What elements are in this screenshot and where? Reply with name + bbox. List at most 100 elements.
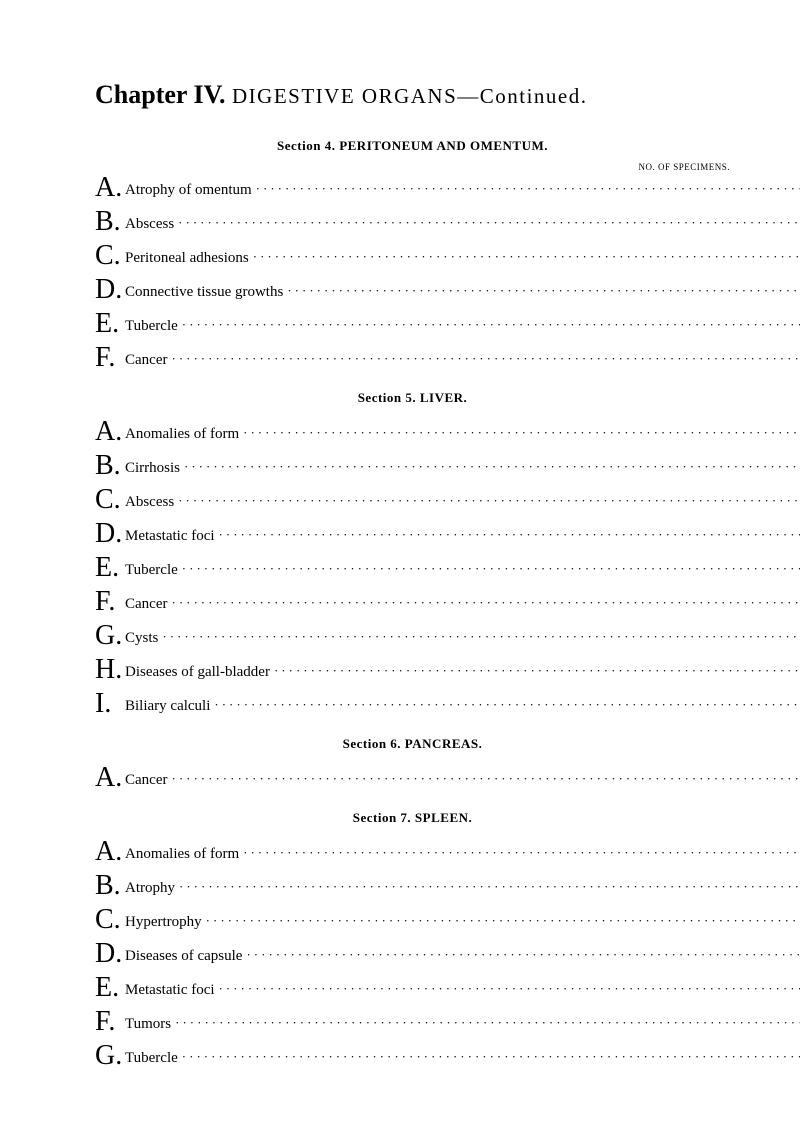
entry-text: Diseases of capsule: [125, 948, 242, 965]
entry-body: Atrophy of omentum······················…: [125, 182, 800, 199]
entry-body: Hypertrophy·····························…: [125, 914, 800, 931]
entry-letter: D.: [95, 940, 125, 968]
entry-body: Connective tissue growths···············…: [125, 284, 800, 301]
leader-dots: ········································…: [215, 527, 800, 543]
section-heading: Section 7. SPLEEN.: [95, 810, 730, 826]
entry-text: Cancer: [125, 352, 167, 369]
entry-row: F.Cancer································…: [95, 344, 730, 372]
entry-text: Cancer: [125, 596, 167, 613]
entry-text: Cysts: [125, 630, 158, 647]
entry-text: Tubercle: [125, 562, 178, 579]
entry-row: I.Biliary calculi·······················…: [95, 690, 730, 718]
entry-text: Abscess: [125, 216, 174, 233]
leader-dots: ········································…: [175, 879, 800, 895]
entry-row: F.Tumors································…: [95, 1008, 730, 1036]
chapter-subtitle: DIGESTIVE ORGANS—Continued.: [232, 84, 588, 108]
entry-letter: C.: [95, 242, 125, 270]
entry-text: Atrophy of omentum: [125, 182, 252, 199]
entry-body: Atrophy·································…: [125, 880, 800, 897]
leader-dots: ········································…: [249, 249, 800, 265]
section-heading: Section 6. PANCREAS.: [95, 736, 730, 752]
entry-row: E.Tubercle······························…: [95, 310, 730, 338]
entry-row: B.Atrophy·······························…: [95, 872, 730, 900]
entry-row: D.Metastatic foci·······················…: [95, 520, 730, 548]
entry-row: A.Anomalies of form·····················…: [95, 418, 730, 446]
entry-letter: A.: [95, 174, 125, 202]
entry-row: B.Abscess·······························…: [95, 208, 730, 236]
entry-row: A.Cancer································…: [95, 764, 730, 792]
entry-body: Anomalies of form·······················…: [125, 426, 800, 443]
entry-body: Abscess·································…: [125, 494, 800, 511]
entry-row: G.Tubercle······························…: [95, 1042, 730, 1070]
entry-body: Anomalies of form·······················…: [125, 846, 800, 863]
leader-dots: ········································…: [242, 947, 800, 963]
entry-text: Tubercle: [125, 1050, 178, 1067]
leader-dots: ········································…: [174, 215, 800, 231]
entry-letter: G.: [95, 622, 125, 650]
leader-dots: ········································…: [178, 1049, 800, 1065]
entry-text: Metastatic foci: [125, 982, 215, 999]
entry-text: Cirrhosis: [125, 460, 180, 477]
entry-letter: D.: [95, 276, 125, 304]
entry-letter: I.: [95, 690, 125, 718]
entry-text: Biliary calculi: [125, 698, 210, 715]
leader-dots: ········································…: [215, 981, 800, 997]
entry-letter: F.: [95, 344, 125, 372]
entry-letter: G.: [95, 1042, 125, 1070]
entry-body: Tubercle································…: [125, 562, 800, 579]
leader-dots: ········································…: [239, 425, 800, 441]
entry-body: Tumors··································…: [125, 1016, 800, 1033]
entry-row: E.Metastatic foci·······················…: [95, 974, 730, 1002]
leader-dots: ········································…: [239, 845, 800, 861]
specimens-label: NO. OF SPECIMENS.: [95, 162, 730, 172]
entry-body: Cysts···································…: [125, 630, 800, 647]
entry-letter: H.: [95, 656, 125, 684]
entry-body: Cancer··································…: [125, 352, 800, 369]
entry-text: Atrophy: [125, 880, 175, 897]
section-heading: Section 4. PERITONEUM AND OMENTUM.: [95, 138, 730, 154]
page: Chapter IV. DIGESTIVE ORGANS—Continued. …: [0, 0, 800, 1116]
entry-body: Diseases of gall-bladder················…: [125, 664, 800, 681]
entry-text: Metastatic foci: [125, 528, 215, 545]
leader-dots: ········································…: [180, 459, 800, 475]
entry-letter: A.: [95, 418, 125, 446]
leader-dots: ········································…: [158, 629, 800, 645]
entry-row: A.Atrophy of omentum····················…: [95, 174, 730, 202]
entry-body: Cancer··································…: [125, 772, 800, 789]
entry-body: Metastatic foci·························…: [125, 982, 800, 999]
entry-letter: C.: [95, 906, 125, 934]
entry-text: Cancer: [125, 772, 167, 789]
leader-dots: ········································…: [252, 181, 800, 197]
entry-body: Tubercle································…: [125, 318, 800, 335]
entry-row: C.Peritoneal adhesions··················…: [95, 242, 730, 270]
leader-dots: ········································…: [283, 283, 800, 299]
entry-text: Peritoneal adhesions: [125, 250, 249, 267]
leader-dots: ········································…: [167, 771, 800, 787]
entry-body: Biliary calculi·························…: [125, 698, 800, 715]
chapter-label: Chapter IV.: [95, 80, 226, 109]
entry-text: Abscess: [125, 494, 174, 511]
leader-dots: ········································…: [178, 317, 800, 333]
entry-letter: E.: [95, 974, 125, 1002]
entry-body: Abscess·································…: [125, 216, 800, 233]
entry-letter: B.: [95, 872, 125, 900]
entry-row: G.Cysts·································…: [95, 622, 730, 650]
entry-body: Tubercle································…: [125, 1050, 800, 1067]
chapter-title: Chapter IV. DIGESTIVE ORGANS—Continued.: [95, 80, 730, 110]
entry-body: Metastatic foci·························…: [125, 528, 800, 545]
entry-body: Diseases of capsule·····················…: [125, 948, 800, 965]
entry-body: Cancer··································…: [125, 596, 800, 613]
leader-dots: ········································…: [167, 351, 800, 367]
entry-letter: B.: [95, 208, 125, 236]
entry-row: D.Diseases of capsule···················…: [95, 940, 730, 968]
entry-text: Diseases of gall-bladder: [125, 664, 270, 681]
entry-text: Hypertrophy: [125, 914, 202, 931]
section-heading: Section 5. LIVER.: [95, 390, 730, 406]
leader-dots: ········································…: [270, 663, 800, 679]
entry-body: Peritoneal adhesions····················…: [125, 250, 800, 267]
entry-letter: A.: [95, 764, 125, 792]
entry-row: E.Tubercle······························…: [95, 554, 730, 582]
entry-letter: E.: [95, 554, 125, 582]
entry-text: Anomalies of form: [125, 426, 239, 443]
sections-container: Section 4. PERITONEUM AND OMENTUM. NO. OF…: [95, 138, 730, 1070]
